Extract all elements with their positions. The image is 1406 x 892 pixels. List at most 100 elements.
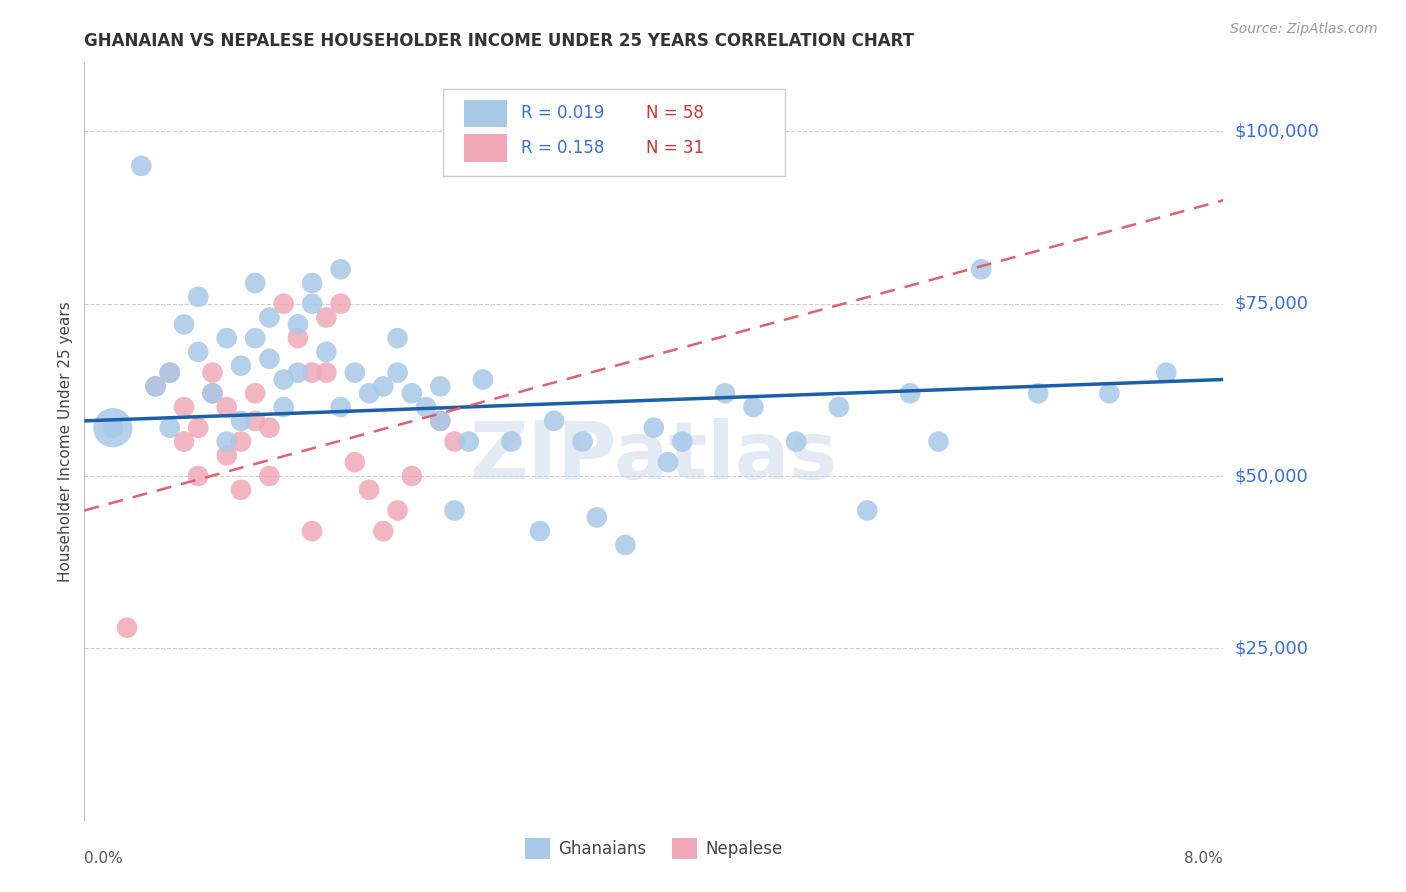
Point <box>173 434 195 449</box>
Point <box>201 366 224 380</box>
Point <box>401 469 423 483</box>
Point <box>742 400 765 414</box>
Point <box>415 400 437 414</box>
Point <box>259 421 281 435</box>
Point <box>287 366 309 380</box>
Point <box>187 421 209 435</box>
Point <box>373 379 395 393</box>
Point <box>856 503 879 517</box>
Text: ZIPatlas: ZIPatlas <box>470 417 838 496</box>
Text: $100,000: $100,000 <box>1234 122 1319 140</box>
Point <box>429 379 451 393</box>
Point <box>187 345 209 359</box>
FancyBboxPatch shape <box>443 89 785 177</box>
Point <box>457 434 479 449</box>
Text: R = 0.019: R = 0.019 <box>520 104 605 122</box>
Point <box>259 351 281 366</box>
Point <box>315 366 337 380</box>
Point <box>329 262 352 277</box>
Point <box>229 359 252 373</box>
Point <box>329 296 352 310</box>
Point <box>215 331 238 345</box>
Point <box>359 386 381 401</box>
Point <box>159 421 181 435</box>
Point <box>429 414 451 428</box>
Point <box>343 455 366 469</box>
Point <box>301 524 323 538</box>
Point <box>245 414 267 428</box>
Point <box>714 386 737 401</box>
Point <box>101 421 124 435</box>
Point <box>671 434 693 449</box>
Point <box>145 379 167 393</box>
Point <box>1026 386 1049 401</box>
Text: Source: ZipAtlas.com: Source: ZipAtlas.com <box>1230 22 1378 37</box>
Point <box>785 434 807 449</box>
Point <box>229 483 252 497</box>
Point <box>115 621 138 635</box>
Point <box>173 318 195 332</box>
Point <box>301 276 323 290</box>
Point <box>571 434 593 449</box>
Point <box>159 366 181 380</box>
Text: $50,000: $50,000 <box>1234 467 1308 485</box>
Text: N = 31: N = 31 <box>645 139 704 157</box>
Point <box>215 434 238 449</box>
Text: R = 0.158: R = 0.158 <box>520 139 605 157</box>
Point <box>898 386 921 401</box>
Point <box>387 366 409 380</box>
Text: $25,000: $25,000 <box>1234 640 1309 657</box>
Point <box>401 386 423 401</box>
Point <box>643 421 665 435</box>
Point <box>529 524 551 538</box>
Point <box>201 386 224 401</box>
Point <box>229 414 252 428</box>
Point <box>187 290 209 304</box>
Point <box>501 434 523 449</box>
Point <box>301 366 323 380</box>
Point <box>259 310 281 325</box>
Point <box>543 414 565 428</box>
Point <box>359 483 381 497</box>
Point <box>315 345 337 359</box>
Point <box>215 448 238 462</box>
Point <box>387 503 409 517</box>
Text: $75,000: $75,000 <box>1234 294 1309 313</box>
Point <box>828 400 851 414</box>
Point <box>343 366 366 380</box>
Text: 8.0%: 8.0% <box>1184 851 1223 866</box>
Point <box>287 318 309 332</box>
Point <box>472 372 495 386</box>
Point <box>245 276 267 290</box>
Point <box>245 331 267 345</box>
Point <box>259 469 281 483</box>
Point <box>131 159 153 173</box>
Point <box>245 386 267 401</box>
Point <box>1156 366 1178 380</box>
Point <box>970 262 993 277</box>
Point <box>273 400 295 414</box>
Point <box>301 296 323 310</box>
Point <box>928 434 950 449</box>
Point <box>201 386 224 401</box>
Point <box>215 400 238 414</box>
Point <box>329 400 352 414</box>
FancyBboxPatch shape <box>464 100 508 127</box>
Point <box>387 331 409 345</box>
Point <box>273 296 295 310</box>
Text: 0.0%: 0.0% <box>84 851 124 866</box>
Point <box>657 455 679 469</box>
Point <box>373 524 395 538</box>
Point <box>173 400 195 414</box>
Point <box>229 434 252 449</box>
Point <box>443 503 465 517</box>
Text: N = 58: N = 58 <box>645 104 703 122</box>
Point <box>101 421 124 435</box>
Text: GHANAIAN VS NEPALESE HOUSEHOLDER INCOME UNDER 25 YEARS CORRELATION CHART: GHANAIAN VS NEPALESE HOUSEHOLDER INCOME … <box>84 32 914 50</box>
Point <box>187 469 209 483</box>
Point <box>159 366 181 380</box>
Y-axis label: Householder Income Under 25 years: Householder Income Under 25 years <box>58 301 73 582</box>
Point <box>614 538 637 552</box>
Legend: Ghanaians, Nepalese: Ghanaians, Nepalese <box>519 831 789 865</box>
Point <box>315 310 337 325</box>
